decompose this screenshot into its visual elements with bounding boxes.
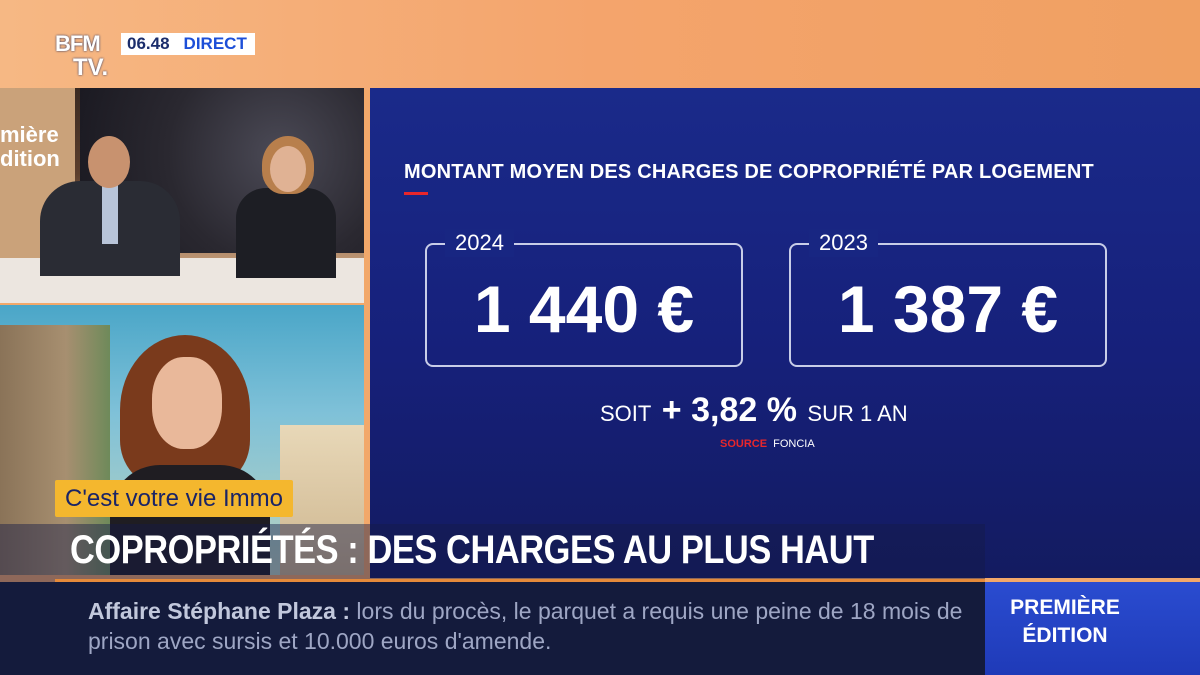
channel-logo: BFM TV. (55, 33, 115, 85)
ticker-body: lors du procès, le parquet a requis une … (88, 598, 963, 654)
yearly-change: SOIT + 3,82 % SUR 1 AN (600, 391, 908, 430)
card-value: 1 440 € (473, 272, 695, 346)
value-card-2024: 2024 1 440 € (425, 229, 743, 367)
change-value: + 3,82 % (661, 391, 797, 429)
headline-rule (55, 579, 985, 582)
source-label: SOURCE (720, 438, 768, 450)
clock-badge: 06.48 DIRECT (121, 33, 255, 55)
source-name: FONCIA (773, 438, 815, 450)
segment-tag: C'est votre vie Immo (55, 480, 293, 517)
headline-text: COPROPRIÉTÉS : DES CHARGES AU PLUS HAUT (70, 528, 874, 572)
logo-text-bfm: BFM (55, 31, 101, 56)
show-name-line2: ÉDITION (1022, 624, 1108, 647)
clock-time: 06.48 (127, 34, 170, 53)
live-label: DIRECT (183, 34, 247, 53)
logo-text-tv: TV. (73, 54, 109, 81)
value-card-2023: 2023 1 387 € (789, 229, 1107, 367)
wall-text-line1: mière (0, 122, 59, 147)
card-year: 2024 (445, 229, 514, 257)
source-credit: SOURCE FONCIA (720, 438, 815, 450)
wall-text-line2: dition (0, 146, 60, 171)
studio-video-feed: mière dition (0, 88, 364, 303)
headline-bar: COPROPRIÉTÉS : DES CHARGES AU PLUS HAUT (0, 524, 985, 582)
info-graphic-panel: MONTANT MOYEN DES CHARGES DE COPROPRIÉTÉ… (370, 88, 1200, 578)
show-name-line1: PREMIÈRE (1010, 596, 1120, 619)
male-presenter (40, 136, 180, 276)
change-prefix: SOIT (600, 401, 652, 426)
backdrop-cliff (0, 325, 110, 575)
change-suffix: SUR 1 AN (807, 401, 908, 426)
news-ticker: Affaire Stéphane Plaza : lors du procès,… (0, 582, 985, 675)
ticker-subject: Affaire Stéphane Plaza : (88, 598, 351, 624)
show-badge: PREMIÈRE ÉDITION (985, 582, 1200, 675)
card-value: 1 387 € (837, 272, 1059, 346)
female-presenter (236, 136, 336, 278)
studio-wall-text: mière dition (0, 123, 60, 171)
graphic-title: MONTANT MOYEN DES CHARGES DE COPROPRIÉTÉ… (404, 161, 1094, 183)
card-year: 2023 (809, 229, 878, 257)
title-underline (404, 192, 428, 195)
ticker-text: Affaire Stéphane Plaza : lors du procès,… (88, 596, 968, 656)
backdrop-city (280, 425, 364, 575)
show-name: PREMIÈRE ÉDITION (985, 594, 1145, 650)
